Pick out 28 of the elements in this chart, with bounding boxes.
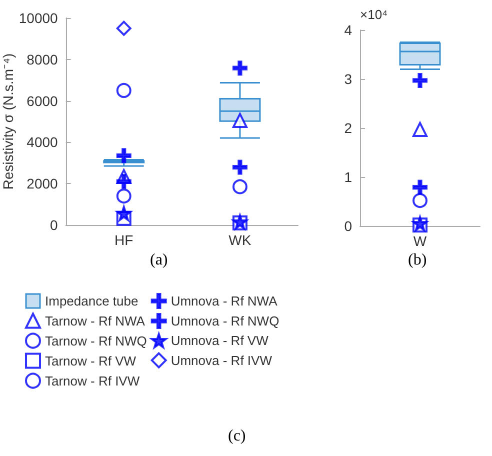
text: (a) (150, 252, 168, 268)
text: (b) (408, 252, 427, 268)
y-tick-label: 0 (344, 218, 352, 234)
y-axis-title: Resistivity σ (N.s.m⁻⁴) (0, 53, 16, 190)
x-tick-label: HF (114, 232, 134, 248)
y-tick-label: 2 (344, 120, 352, 136)
x-tick-label: W (413, 233, 428, 249)
text: ×10⁴ (360, 7, 388, 22)
legend-label: Umnova - Rf NWA (170, 294, 278, 308)
y-tick-label: 10000 (18, 10, 58, 26)
legend-label: Umnova - Rf IVW (170, 352, 273, 368)
y-tick-label: 3 (344, 71, 352, 87)
y-tick-label: 6000 (26, 92, 58, 109)
text: (c) (228, 428, 246, 444)
y-tick-label: 1 (344, 169, 352, 185)
legend-label: Impedance tube (45, 294, 138, 308)
legend-label: Tarnow - Rf NWA (45, 313, 146, 328)
x-tick-label: WK (228, 232, 252, 248)
legend-label: Tarnow - Rf IVW (45, 373, 140, 388)
legend-label: Umnova - Rf VW (170, 333, 270, 348)
y-tick-label: 8000 (26, 51, 58, 68)
y-tick-label: 2000 (26, 176, 58, 192)
legend-label: Tarnow - Rf VW (45, 353, 137, 368)
y-tick-label: 4 (344, 22, 352, 38)
y-tick-label: 0 (50, 217, 58, 233)
legend-label: Umnova - Rf NWQ (170, 314, 280, 328)
legend-label: Tarnow - Rf NWQ (45, 333, 147, 348)
y-tick-label: 4000 (26, 134, 58, 150)
